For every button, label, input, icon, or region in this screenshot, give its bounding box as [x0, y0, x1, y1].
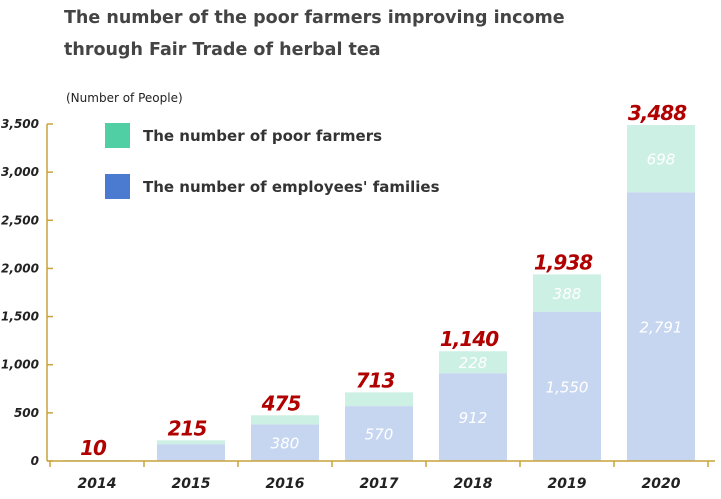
bar-value-label-families: 570: [365, 426, 394, 444]
bar-value-label-families: 1,550: [546, 378, 589, 396]
bar-poor-farmers: [439, 351, 507, 374]
bar-value-label-families: 380: [271, 435, 300, 453]
bar-value-label-farmers: 698: [647, 151, 676, 169]
x-tick-label: 2019: [548, 476, 587, 492]
chart-title: The number of the poor farmers improving…: [64, 2, 565, 66]
bar-employees-families: [627, 192, 695, 461]
y-tick-label: 2,500: [1, 213, 39, 227]
x-tick-label: 2020: [642, 476, 681, 492]
bar-total-label: 215: [168, 416, 207, 440]
y-axis: 0 500 1,000 1,500 2,000 2,500 3,000 3,500: [1, 117, 53, 468]
x-axis: 2014 2015 2016 2017 2018 2019 2020: [47, 460, 715, 492]
x-tick-label: 2014: [78, 476, 117, 492]
x-tick-label: 2018: [454, 476, 493, 492]
bar-employees-families: [157, 444, 225, 461]
y-tick-label: 1,500: [1, 310, 39, 324]
bar-total-label: 1,140: [440, 327, 499, 351]
legend-swatch: [105, 174, 130, 199]
y-tick-label: 3,500: [1, 117, 39, 131]
bar-series: 10 215 380 475 570 713 912 228 1,140 1,550 388 1,93…: [63, 101, 695, 461]
legend-label: The number of poor farmers: [143, 127, 382, 145]
bar-total-label: 475: [261, 391, 301, 415]
y-tick-label: 500: [14, 406, 39, 420]
legend-swatch: [105, 123, 130, 148]
y-tick-label: 3,000: [1, 165, 39, 179]
bar-employees-families: [439, 373, 507, 461]
bar-poor-farmers: [345, 392, 413, 407]
y-tick-label: 0: [31, 454, 39, 468]
bar-value-label-families: 2,791: [640, 319, 683, 337]
bar-total-label: 713: [356, 368, 395, 392]
x-tick-label: 2017: [360, 476, 399, 492]
bar-total-label: 1,938: [534, 250, 593, 274]
bar-value-label-farmers: 388: [553, 285, 582, 303]
legend: The number of poor farmers The number of …: [105, 123, 440, 199]
y-axis-label: (Number of People): [66, 91, 183, 105]
x-tick-label: 2015: [172, 476, 211, 492]
bar-total-label: 3,488: [628, 101, 687, 125]
bar-poor-farmers: [157, 440, 225, 445]
bar-employees-families: [533, 311, 601, 461]
y-tick-label: 2,000: [1, 261, 39, 275]
y-tick-label: 1,000: [1, 358, 39, 372]
bar-employees-families: [345, 406, 413, 461]
chart-title-line-1: The number of the poor farmers improving…: [64, 8, 565, 28]
bar-value-label-farmers: 228: [459, 354, 488, 372]
bar-poor-farmers: [533, 274, 601, 312]
chart-title-line-2: through Fair Trade of herbal tea: [64, 40, 381, 60]
bar-value-label-families: 912: [459, 409, 488, 427]
legend-item-employees-families: The number of employees' families: [105, 174, 440, 199]
bar-employees-families: [251, 424, 319, 461]
bar-poor-farmers: [627, 125, 695, 193]
bar-poor-farmers: [251, 415, 319, 425]
x-tick-label: 2016: [266, 476, 305, 492]
bar-total-label: 10: [80, 436, 107, 460]
legend-item-poor-farmers: The number of poor farmers: [105, 123, 382, 148]
legend-label: The number of employees' families: [143, 178, 440, 196]
